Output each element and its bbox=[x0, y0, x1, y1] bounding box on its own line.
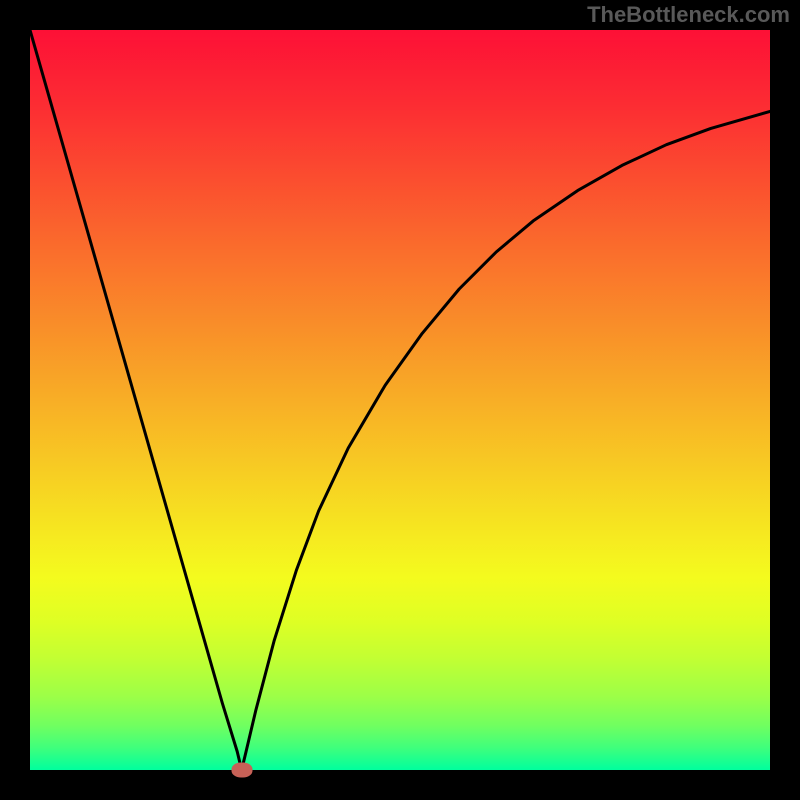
minimum-marker bbox=[231, 763, 252, 778]
plot-area bbox=[30, 30, 770, 770]
watermark-text: TheBottleneck.com bbox=[587, 2, 790, 28]
bottleneck-curve bbox=[30, 30, 770, 770]
chart-container: TheBottleneck.com bbox=[0, 0, 800, 800]
curve-svg bbox=[30, 30, 770, 770]
